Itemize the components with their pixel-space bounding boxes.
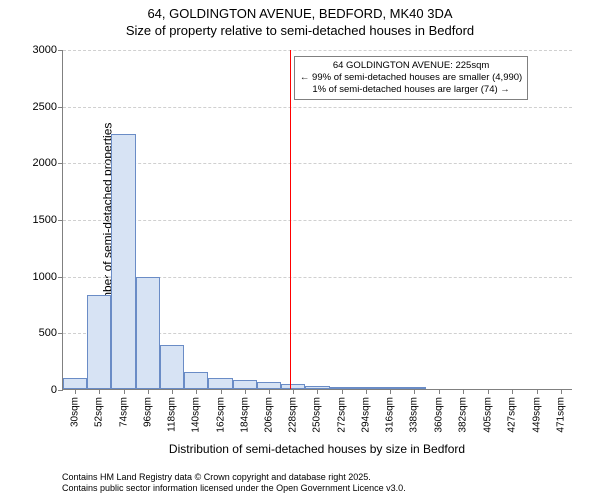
x-tick-mark: [439, 389, 440, 394]
annotation-line-3: 1% of semi-detached houses are larger (7…: [300, 84, 522, 96]
footer-attribution: Contains HM Land Registry data © Crown c…: [62, 472, 406, 494]
y-tick-label: 0: [51, 384, 57, 396]
histogram-bar: [257, 382, 281, 389]
histogram-bar: [63, 378, 87, 389]
histogram-bar: [184, 372, 208, 389]
x-axis-label: Distribution of semi-detached houses by …: [62, 442, 572, 456]
y-tick-label: 1500: [33, 214, 57, 226]
footer-line-1: Contains HM Land Registry data © Crown c…: [62, 472, 406, 483]
x-tick-label: 294sqm: [360, 397, 371, 433]
x-tick-label: 74sqm: [118, 397, 129, 427]
x-tick-label: 162sqm: [215, 397, 226, 433]
annotation-line-1: 64 GOLDINGTON AVENUE: 225sqm: [300, 60, 522, 72]
x-tick-label: 405sqm: [483, 397, 494, 433]
y-tick-mark: [58, 50, 63, 51]
x-tick-label: 427sqm: [507, 397, 518, 433]
x-tick-label: 184sqm: [239, 397, 250, 433]
y-tick-label: 1000: [33, 271, 57, 283]
x-tick-mark: [390, 389, 391, 394]
x-tick-label: 250sqm: [312, 397, 323, 433]
x-tick-label: 228sqm: [288, 397, 299, 433]
x-tick-mark: [463, 389, 464, 394]
x-tick-mark: [537, 389, 538, 394]
histogram-bar: [160, 345, 184, 389]
title-line-2: Size of property relative to semi-detach…: [0, 23, 600, 40]
gridline: [63, 220, 572, 221]
y-tick-mark: [58, 163, 63, 164]
footer-line-2: Contains public sector information licen…: [62, 483, 406, 494]
x-tick-label: 96sqm: [142, 397, 153, 427]
x-tick-mark: [124, 389, 125, 394]
x-tick-mark: [293, 389, 294, 394]
x-tick-label: 316sqm: [385, 397, 396, 433]
y-tick-mark: [58, 333, 63, 334]
y-tick-mark: [58, 390, 63, 391]
property-annotation: 64 GOLDINGTON AVENUE: 225sqm← 99% of sem…: [294, 56, 528, 100]
x-tick-label: 471sqm: [555, 397, 566, 433]
gridline: [63, 163, 572, 164]
y-tick-label: 2000: [33, 157, 57, 169]
x-tick-label: 30sqm: [70, 397, 81, 427]
x-tick-mark: [172, 389, 173, 394]
x-tick-mark: [342, 389, 343, 394]
annotation-line-2: ← 99% of semi-detached houses are smalle…: [300, 72, 522, 84]
y-axis-label-container: Number of semi-detached properties: [0, 50, 20, 390]
x-tick-label: 272sqm: [336, 397, 347, 433]
x-tick-label: 206sqm: [263, 397, 274, 433]
y-tick-label: 500: [39, 327, 57, 339]
plot-region: 05001000150020002500300064 GOLDINGTON AV…: [62, 50, 572, 390]
x-tick-label: 360sqm: [433, 397, 444, 433]
x-tick-label: 449sqm: [531, 397, 542, 433]
x-tick-mark: [512, 389, 513, 394]
x-tick-label: 140sqm: [191, 397, 202, 433]
x-tick-label: 338sqm: [409, 397, 420, 433]
x-tick-mark: [99, 389, 100, 394]
title-line-1: 64, GOLDINGTON AVENUE, BEDFORD, MK40 3DA: [0, 6, 600, 23]
x-tick-mark: [269, 389, 270, 394]
chart-area: 05001000150020002500300064 GOLDINGTON AV…: [62, 50, 572, 390]
x-tick-label: 52sqm: [94, 397, 105, 427]
y-tick-mark: [58, 220, 63, 221]
x-tick-mark: [148, 389, 149, 394]
y-tick-mark: [58, 277, 63, 278]
x-tick-mark: [366, 389, 367, 394]
histogram-bar: [136, 277, 160, 389]
x-tick-label: 382sqm: [457, 397, 468, 433]
property-marker-line: [290, 50, 291, 389]
x-tick-mark: [561, 389, 562, 394]
x-tick-mark: [75, 389, 76, 394]
histogram-bar: [208, 378, 232, 389]
x-tick-mark: [221, 389, 222, 394]
histogram-bar: [233, 380, 257, 389]
chart-title: 64, GOLDINGTON AVENUE, BEDFORD, MK40 3DA…: [0, 0, 600, 40]
x-tick-mark: [488, 389, 489, 394]
histogram-bar: [87, 295, 111, 389]
gridline: [63, 50, 572, 51]
x-tick-mark: [196, 389, 197, 394]
gridline: [63, 107, 572, 108]
histogram-bar: [111, 134, 135, 389]
y-tick-label: 3000: [33, 44, 57, 56]
x-tick-mark: [245, 389, 246, 394]
x-tick-mark: [317, 389, 318, 394]
y-tick-label: 2500: [33, 101, 57, 113]
y-tick-mark: [58, 107, 63, 108]
x-tick-mark: [414, 389, 415, 394]
x-tick-label: 118sqm: [167, 397, 178, 432]
